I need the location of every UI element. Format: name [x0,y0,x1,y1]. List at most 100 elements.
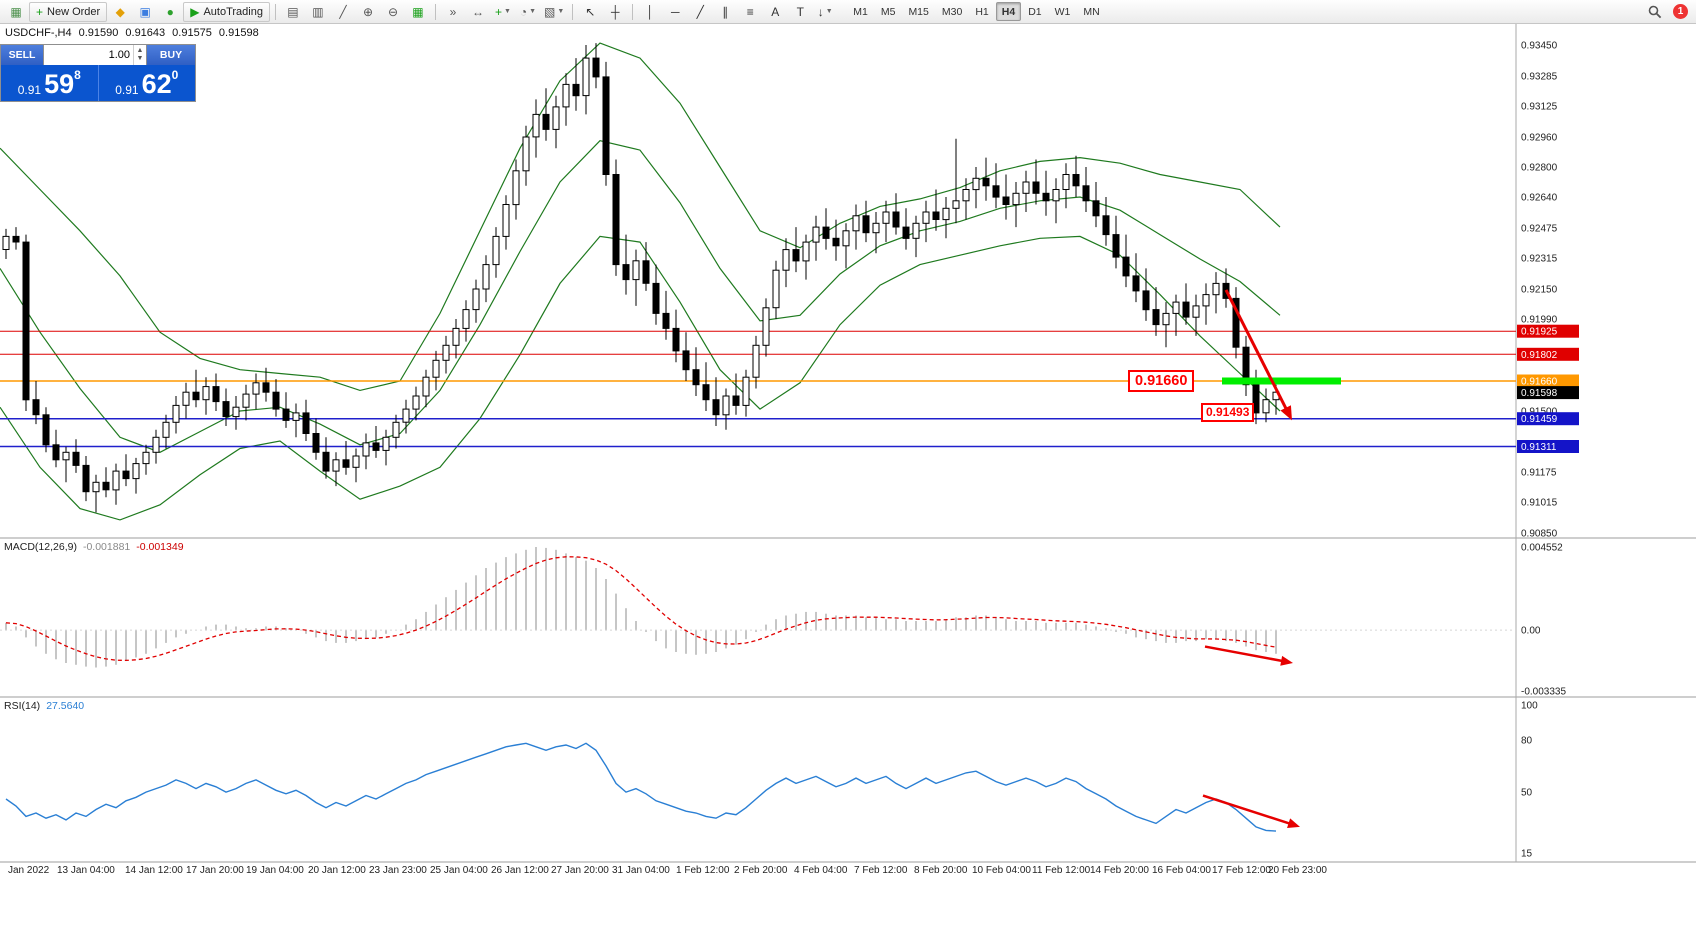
buy-price-pip: 0 [171,68,179,82]
bollinger-bands [0,42,1281,521]
zoom-out-icon[interactable]: ⊖ [381,2,405,22]
rsi-scale[interactable]: 100 80 50 15 [1521,701,1538,860]
chart-shift-icon-glyph: ↔ [471,4,484,19]
svg-text:25 Jan 04:00: 25 Jan 04:00 [430,865,488,876]
autoscroll-icon[interactable]: » [441,2,465,22]
buy-price-display[interactable]: 0.91 62 0 [99,65,196,101]
channel-icon[interactable]: ∥ [713,2,737,22]
svg-text:0.91660: 0.91660 [1521,376,1558,387]
timeframe-h4[interactable]: H4 [995,2,1022,21]
new-chart-icon-dropdown-arrow[interactable]: ▼ [504,8,511,15]
timeframe-m30[interactable]: M30 [941,5,963,18]
trend-arrow-rsi[interactable] [1202,794,1300,828]
zoom-in-icon-glyph: ⊕ [362,4,373,19]
price-level-annotation[interactable]: 0.91660 [1128,370,1195,392]
arrows-tool-icon-dropdown-arrow[interactable]: ▼ [825,8,833,15]
fibonacci-icon[interactable]: ≡ [738,2,762,22]
cursor-icon[interactable]: ↖ [578,2,602,22]
periods-icon-dropdown-arrow[interactable]: ▼ [529,8,537,15]
label-icon[interactable]: T [788,2,812,22]
history-center-icon[interactable]: ● [158,2,182,22]
toolbar-right: 1 [1643,2,1692,22]
macd-main-value: -0.001881 [82,541,131,553]
trendline-icon[interactable]: ╱ [688,2,712,22]
rsi-value: 27.5640 [46,700,85,712]
price-scale[interactable]: 0.93450 0.93285 0.93125 0.92960 0.92800 0.926… [1517,41,1579,540]
cursor-icon-glyph: ↖ [585,4,596,19]
notification-badge[interactable]: 1 [1673,4,1688,19]
timeframe-m15[interactable]: M15 [908,5,929,18]
timeframe-m5[interactable]: M5 [880,5,896,18]
tile-windows-icon[interactable]: ▦ [406,2,430,22]
svg-text:0.00: 0.00 [1521,626,1541,637]
volume-input[interactable] [44,45,133,65]
horizontal-line-icon[interactable]: ─ [663,2,687,22]
crosshair-icon[interactable]: ┼ [603,2,627,22]
vertical-line-icon[interactable]: │ [638,2,662,22]
candles-chart-type-icon[interactable]: ▥ [306,2,330,22]
metaeditor-icon[interactable]: ◆ [108,2,132,22]
svg-text:17 Feb 12:00: 17 Feb 12:00 [1212,865,1271,876]
timeframe-w1[interactable]: W1 [1054,5,1071,18]
new-order-button[interactable]: + New Order [29,1,108,22]
open-value: 0.91590 [78,27,119,39]
support-highlight-bar[interactable] [1222,377,1341,385]
trend-arrow-main[interactable] [1224,289,1292,421]
price-divider [97,65,99,101]
svg-text:0.91500: 0.91500 [1521,407,1558,418]
bars-chart-type-icon[interactable]: ▤ [281,2,305,22]
crosshair-icon-glyph: ┼ [610,4,620,19]
charts-profile-icon[interactable]: ▣ [133,2,157,22]
timeframe-m1[interactable]: M1 [853,5,868,18]
autoscroll-icon-glyph: » [449,4,457,19]
charts-profile-icon-glyph: ▣ [139,4,151,19]
panel-frame [0,24,1696,863]
line-chart-type-icon[interactable]: ╱ [331,2,355,22]
svg-text:-0.003335: -0.003335 [1521,687,1566,698]
svg-text:26 Jan 12:00: 26 Jan 12:00 [491,865,549,876]
bollinger-lower-line[interactable] [0,235,1281,521]
svg-text:0.92800: 0.92800 [1521,163,1558,174]
trend-arrow-macd[interactable] [1204,645,1293,666]
toolbar-separator [632,3,634,20]
chart-shift-icon[interactable]: ↔ [466,2,490,22]
svg-text:7 Feb 12:00: 7 Feb 12:00 [854,865,908,876]
periods-icon[interactable]: ◔ ▼ [516,2,540,22]
chart-window-icon[interactable]: ▦ [4,2,28,22]
candlesticks [2,43,1280,513]
volume-down-arrow[interactable]: ▼ [136,55,144,62]
buy-button[interactable]: BUY [147,45,195,65]
templates-icon[interactable]: ▧ ▼ [541,2,567,22]
svg-text:80: 80 [1521,735,1533,746]
svg-text:0.004552: 0.004552 [1521,543,1563,554]
time-scale[interactable]: Jan 2022 13 Jan 04:00 14 Jan 12:00 17 Jan 2… [8,865,1327,876]
timeframe-d1[interactable]: D1 [1028,5,1042,18]
high-value: 0.91643 [125,27,166,39]
price-target-annotation[interactable]: 0.91493 [1201,403,1255,422]
autotrading-button[interactable]: ▶ AutoTrading [183,1,270,22]
macd-scale[interactable]: 0.004552 0.00 -0.003335 [1521,543,1566,698]
search-icon[interactable] [1643,2,1667,22]
sell-price-display[interactable]: 0.91 59 8 [1,65,98,101]
chart-canvas[interactable]: 0.93450 0.93285 0.93125 0.92960 0.92800 0.926… [0,24,1696,945]
svg-text:50: 50 [1521,788,1533,799]
new-chart-icon[interactable]: + ▼ [491,2,515,22]
toolbar-separator [572,3,574,20]
rsi-indicator-label: RSI(14) 27.5640 [4,700,84,712]
text-icon[interactable]: A [763,2,787,22]
arrows-tool-icon-glyph: ↓ [817,4,824,19]
chart-window: 0.93450 0.93285 0.93125 0.92960 0.92800 0.926… [0,24,1696,945]
templates-icon-dropdown-arrow[interactable]: ▼ [557,8,565,15]
arrows-tool-icon[interactable]: ↓ ▼ [813,2,837,22]
bollinger-upper-line[interactable] [0,42,1281,392]
toolbar-separator [274,3,276,20]
sell-button[interactable]: SELL [1,45,43,65]
volume-up-arrow[interactable]: ▲ [136,47,144,54]
bollinger-middle-line[interactable] [0,140,1281,453]
volume-stepper: ▲ ▼ [133,45,146,65]
svg-text:100: 100 [1521,701,1538,712]
timeframe-h1[interactable]: H1 [975,5,989,18]
zoom-in-icon[interactable]: ⊕ [356,2,380,22]
timeframe-mn[interactable]: MN [1083,5,1100,18]
